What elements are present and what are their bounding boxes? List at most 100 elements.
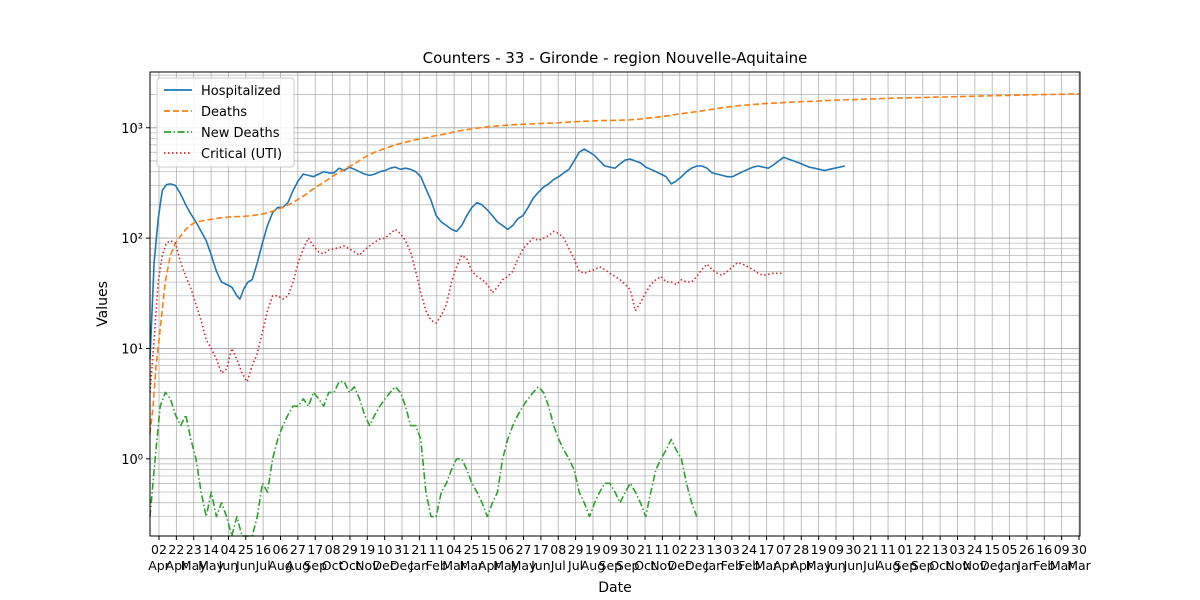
y-tick-label: 10² [121,232,143,247]
x-tick-day: 22 [915,542,931,557]
x-tick-day: 17 [759,542,775,557]
x-tick-day: 02 [672,542,688,557]
x-tick-month: Jul [567,558,583,573]
x-tick-month: Aug [286,558,310,573]
x-tick-month: Oct [339,558,361,573]
x-tick-day: 04 [446,542,462,557]
x-tick-month: Sep [911,558,935,573]
series-line-hospitalized [149,148,846,360]
x-tick-day: 27 [290,542,306,557]
x-tick-day: 30 [845,542,861,557]
x-tick-day: 09 [602,542,618,557]
x-tick-month: Feb [426,558,448,573]
x-tick-day: 16 [255,542,271,557]
x-tick-day: 11 [429,542,445,557]
x-tick-month: Mar [1067,558,1091,573]
x-tick-day: 06 [498,542,514,557]
y-axis-label: Values [95,281,111,327]
y-tick-label: 10¹ [121,342,143,357]
x-tick-day: 08 [550,542,566,557]
x-tick-month: Jan [704,558,724,573]
x-tick-day: 19 [585,542,601,557]
x-tick-day: 30 [620,542,636,557]
plot-border [149,71,1081,537]
x-tick-day: 17 [307,542,323,557]
x-tick-day: 27 [516,542,532,557]
x-tick-day: 16 [1036,542,1052,557]
x-tick-month: Jun [218,558,239,573]
x-tick-day: 26 [1019,542,1035,557]
x-tick-day: 29 [342,542,358,557]
x-tick-month: Apr [148,558,170,573]
x-tick-day: 24 [967,542,983,557]
x-tick-month: Jun [530,558,551,573]
x-tick-day: 14 [203,542,219,557]
x-tick-day: 22 [168,542,184,557]
x-axis-ticks: 02Apr22Apr23May14May04Jun25Jun16Jul06Aug… [148,536,1092,573]
x-tick-month: May [806,558,832,573]
x-tick-month: Oct [929,558,951,573]
x-tick-month: Dec [980,558,1004,573]
x-tick-month: Jul [255,558,271,573]
x-tick-month: Sep [616,558,640,573]
x-tick-month: Apr [773,558,795,573]
x-tick-month: Mar [755,558,779,573]
x-tick-month: Jun [825,558,846,573]
y-axis-ticks: 10⁰ 10¹ 10² 10³ [121,122,150,468]
y-tick-label: 10³ [121,122,143,137]
x-tick-month: May [511,558,537,573]
x-tick-month: Aug [876,558,900,573]
x-tick-month: Apr [478,558,500,573]
x-tick-month: Nov [963,558,988,573]
gridlines [150,72,1080,537]
x-tick-month: Jan [999,558,1019,573]
legend-label: Hospitalized [201,84,281,99]
x-tick-month: Feb [1033,558,1055,573]
x-tick-month: Dec [373,558,397,573]
series-lines [149,93,1081,537]
x-tick-month: Aug [268,558,292,573]
x-tick-month: Oct [634,558,656,573]
x-tick-month: Sep [894,558,918,573]
x-tick-day: 15 [984,542,1000,557]
legend: Hospitalized Deaths New Deaths Critical (UT… [156,77,295,168]
x-tick-day: 08 [325,542,341,557]
x-axis-label: Date [598,580,631,596]
x-tick-day: 02 [151,542,167,557]
x-tick-day: 09 [1054,542,1070,557]
legend-label: Critical (UTI) [201,147,282,162]
x-tick-day: 19 [359,542,375,557]
x-tick-day: 21 [411,542,427,557]
x-tick-month: Apr [166,558,188,573]
x-tick-day: 25 [238,542,254,557]
series-line-critical-uti [149,228,784,393]
x-tick-month: Dec [668,558,692,573]
x-tick-month: May [493,558,519,573]
x-tick-month: Sep [303,558,327,573]
series-line-deaths [149,93,1081,434]
x-tick-month: Jul [862,558,878,573]
x-tick-day: 25 [463,542,479,557]
x-tick-day: 11 [654,542,670,557]
x-tick-month: Jan [1016,558,1036,573]
legend-box [156,77,295,168]
x-tick-day: 03 [724,542,740,557]
x-tick-day: 29 [568,542,584,557]
x-tick-month: Mar [1050,558,1074,573]
legend-label: Deaths [201,105,247,120]
x-tick-day: 28 [793,542,809,557]
x-tick-month: May [181,558,207,573]
x-tick-month: Nov [355,558,380,573]
x-tick-month: Feb [721,558,743,573]
x-tick-month: Nov [650,558,675,573]
x-tick-month: Jan [409,558,429,573]
x-tick-day: 30 [1071,542,1087,557]
x-tick-month: Mar [460,558,484,573]
x-tick-day: 07 [776,542,792,557]
legend-label: New Deaths [201,126,280,141]
x-tick-day: 23 [186,542,202,557]
series-line-new-deaths [149,380,698,537]
x-tick-day: 31 [394,542,410,557]
x-tick-month: Dec [390,558,414,573]
